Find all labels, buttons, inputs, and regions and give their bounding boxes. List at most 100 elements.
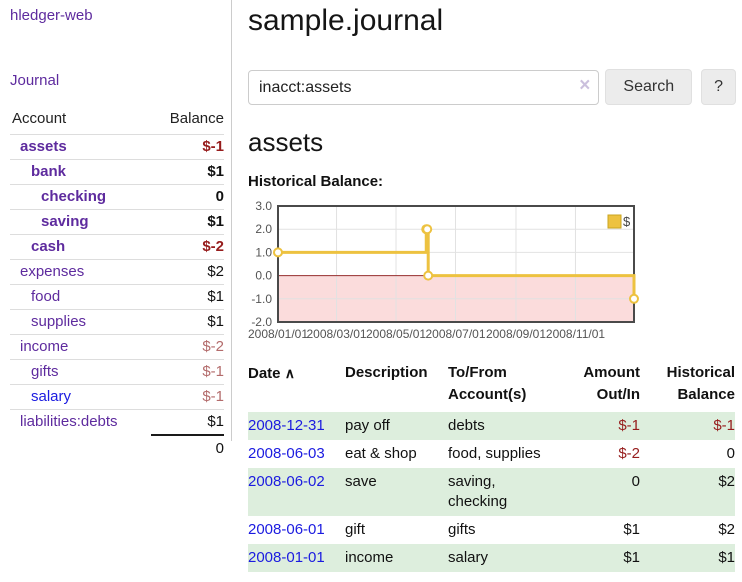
accounts-header-row: Account Balance <box>10 108 224 135</box>
accounts-header-balance: Balance <box>169 110 224 127</box>
register-accounts: debts <box>448 417 485 434</box>
date-header-label: Date <box>248 365 281 382</box>
register-description: save <box>345 473 377 490</box>
y-tick-label: 3.0 <box>255 199 272 213</box>
register-row: 2008-06-03 eat & shop food, supplies $-2 0 <box>248 440 735 468</box>
register-date-link[interactable]: 2008-12-31 <box>248 417 325 434</box>
register-row: 2008-06-01 gift gifts $1 $2 <box>248 516 735 544</box>
chart-title: Historical Balance: <box>248 173 384 190</box>
register-date-link[interactable]: 2008-06-02 <box>248 473 325 490</box>
account-name-cell: assets <box>10 134 151 160</box>
account-link[interactable]: salary <box>31 388 72 405</box>
register-accounts: salary <box>448 549 489 566</box>
app-title-link[interactable]: hledger-web <box>10 7 93 24</box>
account-link[interactable]: income <box>20 338 69 355</box>
accounts-total-value: 0 <box>150 434 224 461</box>
account-link[interactable]: food <box>31 288 61 305</box>
account-balance: 0 <box>150 184 224 210</box>
sidebar-nav: Journal <box>10 72 224 89</box>
sidebar: hledger-web Journal Account Balance asse… <box>0 0 232 461</box>
register-balance: $-1 <box>713 417 735 434</box>
register-header-date[interactable]: Date ∧ <box>248 362 345 412</box>
balance-chart-svg: $3.0 2.0 1.0 0.0 -1.0 -2.02008/01/012008/03/0… <box>248 199 639 341</box>
account-name-cell: supplies <box>10 309 151 335</box>
account-row: food $1 <box>10 284 224 310</box>
search-form: × Search ? <box>248 69 736 105</box>
register-amount: 0 <box>631 473 640 490</box>
x-tick-label: 2008/03/01 <box>306 327 366 341</box>
register-accounts: food, supplies <box>448 445 541 462</box>
search-button[interactable]: Search <box>605 69 693 105</box>
register-row: 2008-12-31 pay off debts $-1 $-1 <box>248 412 735 440</box>
register-date-cell: 2008-01-01 <box>248 544 345 572</box>
account-balance: $1 <box>150 209 224 235</box>
account-link[interactable]: checking <box>41 188 107 205</box>
x-tick-label: 2008/01/01 <box>248 327 308 341</box>
account-link[interactable]: supplies <box>31 313 87 330</box>
x-tick-label: 2008/07/01 <box>425 327 485 341</box>
account-link[interactable]: saving <box>41 213 89 230</box>
register-balance: 0 <box>726 445 735 462</box>
register-date-link[interactable]: 2008-06-03 <box>248 445 325 462</box>
clear-search-icon[interactable]: × <box>579 75 591 96</box>
account-name-cell: salary <box>10 384 151 410</box>
sidebar-item-journal[interactable]: Journal <box>10 72 60 89</box>
account-row: supplies $1 <box>10 309 224 335</box>
account-link[interactable]: cash <box>31 238 66 255</box>
register-date-cell: 2008-12-31 <box>248 412 345 440</box>
data-point <box>629 293 639 304</box>
accounts-total-row: 0 <box>10 434 224 461</box>
account-link[interactable]: bank <box>31 163 67 180</box>
account-link[interactable]: assets <box>20 138 67 155</box>
app-title: hledger-web <box>10 6 224 26</box>
account-name-cell: bank <box>10 159 151 185</box>
register-amount: $-2 <box>618 445 640 462</box>
account-name-cell: gifts <box>10 359 151 385</box>
register-description: eat & shop <box>345 445 417 462</box>
account-row: gifts $-1 <box>10 359 224 385</box>
account-heading: assets <box>248 127 324 157</box>
register-accounts: saving, checking <box>448 473 508 510</box>
y-tick-label: 0.0 <box>255 269 272 283</box>
register-header-row: Date ∧ Description To/From Account(s) Am… <box>248 362 735 412</box>
register-date-link[interactable]: 2008-01-01 <box>248 549 325 566</box>
x-tick-label: 2008/05/01 <box>366 327 426 341</box>
legend-label: $ <box>623 214 631 229</box>
account-row: liabilities:debts $1 <box>10 409 224 435</box>
balance-chart: $3.0 2.0 1.0 0.0 -1.0 -2.0 2008/01/01 2008/03/0… <box>248 199 648 341</box>
register-amount: $1 <box>623 521 640 538</box>
register-balance: $2 <box>718 521 735 538</box>
account-name-cell: expenses <box>10 259 151 285</box>
account-balance: $-1 <box>150 384 224 410</box>
register-description: income <box>345 549 394 566</box>
account-row: assets $-1 <box>10 134 224 160</box>
data-point <box>273 247 283 258</box>
register-date-link[interactable]: 2008-06-01 <box>248 521 325 538</box>
account-link[interactable]: gifts <box>31 363 59 380</box>
y-tick-label: -2.0 <box>251 315 272 329</box>
account-name-cell: food <box>10 284 151 310</box>
account-name-cell: cash <box>10 234 151 260</box>
y-tick-label: 1.0 <box>255 245 272 259</box>
account-row: bank $1 <box>10 159 224 185</box>
legend-swatch <box>607 214 622 229</box>
register-date-cell: 2008-06-01 <box>248 516 345 544</box>
account-name-cell: checking <box>10 184 151 210</box>
register-description: pay off <box>345 417 390 434</box>
account-balance: $-1 <box>150 134 224 160</box>
account-link[interactable]: expenses <box>20 263 85 280</box>
account-link[interactable]: liabilities:debts <box>20 413 118 430</box>
chart-frame <box>277 205 635 323</box>
register-balance: $1 <box>718 549 735 566</box>
x-tick-label: 2008/09/01 <box>486 327 546 341</box>
search-input[interactable] <box>248 70 600 105</box>
account-name-cell: liabilities:debts <box>10 409 151 435</box>
account-balance: $2 <box>150 259 224 285</box>
register-header-accounts: To/From Account(s) <box>448 364 527 403</box>
help-button[interactable]: ? <box>701 69 736 105</box>
page-title: sample.journal <box>248 4 444 37</box>
main-content: sample.journal × Search ? assets Histori… <box>248 0 736 572</box>
account-row: expenses $2 <box>10 259 224 285</box>
register-amount: $-1 <box>618 417 640 434</box>
accounts-table: Account Balance assets $-1 bank $1 checking 0… <box>10 108 224 461</box>
